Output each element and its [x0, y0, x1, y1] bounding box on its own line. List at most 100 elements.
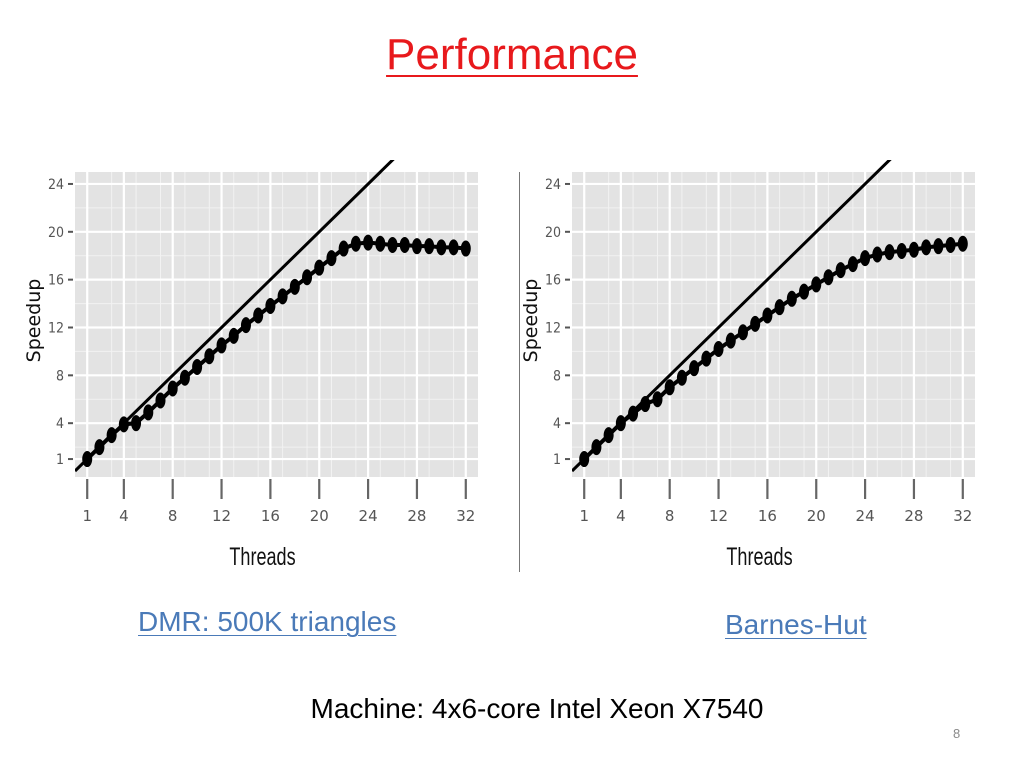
y-axis-title: Speedup — [23, 279, 45, 363]
dmr-speedup-chart: 1 4 8 12 16 20 24 1 4 8 12 16 20 24 28 32 Threads Speedup — [18, 160, 488, 580]
speedup-point — [835, 262, 846, 279]
speedup-point — [216, 337, 227, 354]
speedup-point — [192, 358, 203, 375]
x-axis-title: Threads — [229, 542, 295, 571]
speedup-point — [713, 341, 724, 358]
speedup-point — [240, 317, 251, 334]
speedup-point — [460, 240, 471, 257]
speedup-point — [652, 391, 663, 408]
y-tick-label: 20 — [545, 225, 561, 241]
x-tick-label: 16 — [261, 507, 280, 525]
y-tick-label: 12 — [48, 320, 64, 336]
speedup-point — [302, 269, 313, 286]
speedup-point — [375, 235, 386, 252]
speedup-point — [387, 236, 398, 253]
speedup-point — [872, 246, 883, 263]
chart-divider — [519, 172, 520, 572]
x-axis-title: Threads — [726, 542, 792, 571]
x-tick-label: 12 — [709, 507, 728, 525]
x-tick-label: 32 — [953, 507, 972, 525]
x-tick-label: 24 — [856, 507, 875, 525]
speedup-point — [399, 236, 410, 253]
speedup-point — [615, 415, 626, 432]
barnes-hut-speedup-plot: 1 4 8 12 16 20 24 1 4 8 12 16 20 24 28 32 Threads Speedup — [520, 160, 975, 571]
y-tick-label: 24 — [48, 177, 64, 193]
speedup-point — [628, 405, 639, 422]
speedup-point — [921, 239, 932, 256]
y-tick-label: 1 — [56, 452, 64, 468]
speedup-point — [289, 278, 300, 295]
x-tick-label: 20 — [807, 507, 826, 525]
dmr-caption-link[interactable]: DMR: 500K triangles — [138, 606, 397, 637]
plot-panel — [572, 172, 975, 477]
speedup-point — [106, 427, 117, 444]
speedup-point — [448, 239, 459, 256]
speedup-point — [265, 297, 276, 314]
barnes-hut-caption-link[interactable]: Barnes-Hut — [725, 609, 867, 640]
x-tick-label: 28 — [407, 507, 426, 525]
y-tick-label: 16 — [545, 273, 561, 289]
x-tick-label: 16 — [758, 507, 777, 525]
speedup-point — [799, 283, 810, 300]
y-tick-label: 20 — [48, 225, 64, 241]
speedup-point — [896, 242, 907, 259]
y-axis-title: Speedup — [520, 279, 542, 363]
speedup-point — [676, 369, 687, 386]
y-tick-label: 1 — [553, 452, 561, 468]
machine-note: Machine: 4x6-core Intel Xeon X7540 — [310, 693, 764, 724]
dmr-speedup-plot: 1 4 8 12 16 20 24 1 4 8 12 16 20 24 28 32 Threads Speedup — [23, 160, 478, 571]
speedup-point — [579, 451, 590, 468]
speedup-point — [363, 234, 374, 251]
speedup-point — [424, 238, 435, 255]
x-tick-label: 1 — [579, 507, 589, 525]
y-tick-label: 24 — [545, 177, 561, 193]
speedup-point — [436, 239, 447, 256]
speedup-point — [860, 250, 871, 267]
x-tick-label: 1 — [82, 507, 92, 525]
x-tick-label: 4 — [616, 507, 626, 525]
x-tick-label: 32 — [456, 507, 475, 525]
page-number: 8 — [953, 726, 961, 741]
speedup-point — [811, 276, 822, 293]
ideal-speedup-line — [572, 160, 892, 473]
speedup-point — [253, 307, 264, 324]
speedup-point — [640, 396, 651, 413]
y-tick-label: 12 — [545, 320, 561, 336]
speedup-point — [847, 256, 858, 273]
y-tick-label: 4 — [553, 416, 561, 432]
y-tick-label: 4 — [56, 416, 64, 432]
slide-title: Performance — [386, 30, 638, 79]
speedup-point — [314, 259, 325, 276]
speedup-point — [957, 235, 968, 252]
plot-panel — [75, 172, 478, 477]
speedup-point — [411, 238, 422, 255]
speedup-point — [143, 404, 154, 421]
speedup-point — [737, 324, 748, 341]
speedup-point — [277, 288, 288, 305]
x-tick-label: 12 — [212, 507, 231, 525]
x-tick-label: 8 — [168, 507, 178, 525]
speedup-point — [155, 392, 166, 409]
speedup-point — [823, 269, 834, 286]
speedup-point — [82, 451, 93, 468]
speedup-point — [350, 235, 361, 252]
y-tick-label: 8 — [56, 368, 64, 384]
speedup-point — [591, 439, 602, 456]
speedup-point — [701, 350, 712, 367]
speedup-point — [228, 327, 239, 344]
speedup-point — [167, 380, 178, 397]
speedup-point — [204, 348, 215, 365]
speedup-point — [689, 360, 700, 377]
speedup-point — [94, 439, 105, 456]
speedup-point — [908, 241, 919, 258]
speedup-point — [933, 238, 944, 255]
speedup-point — [326, 250, 337, 267]
x-tick-label: 24 — [359, 507, 378, 525]
speedup-point — [725, 332, 736, 349]
speedup-point — [131, 415, 142, 432]
ideal-speedup-line — [75, 160, 395, 473]
speedup-point — [786, 290, 797, 307]
y-tick-label: 8 — [553, 368, 561, 384]
speedup-point — [945, 236, 956, 253]
barnes-hut-speedup-chart: 1 4 8 12 16 20 24 1 4 8 12 16 20 24 28 32 Threads Speedup — [515, 160, 985, 580]
